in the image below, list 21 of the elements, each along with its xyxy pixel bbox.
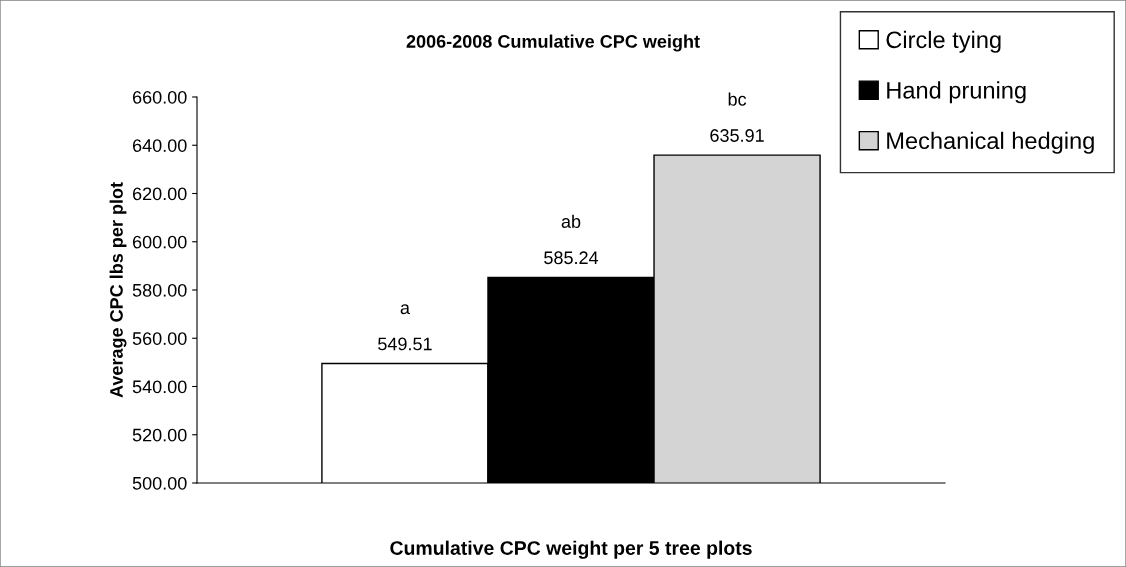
annotation: ab [561,214,581,228]
y-tick-label: 500.00 [132,476,187,490]
data-label: 585.24 [544,251,599,265]
y-axis-title: Average CPC lbs per plot [109,182,127,398]
legend-label: Hand pruning [887,81,1026,104]
data-label: 635.91 [710,129,764,142]
y-tick-label: 660.00 [132,90,187,104]
y-tick-label: 560.00 [132,332,187,345]
y-tick-label: 600.00 [132,235,187,249]
y-tick-label: 640.00 [132,139,187,152]
data-label: 549.51 [378,337,432,351]
legend-label: Mechanical hedging [887,131,1094,154]
y-tick-label: 580.00 [132,283,187,297]
chart-title: 2006-2008 Cumulative CPC weight [406,34,700,52]
legend-label: Circle tying [886,30,1001,53]
x-axis-title: Cumulative CPC weight per 5 tree plots [390,540,752,559]
annotation: a [400,304,410,315]
y-tick-label: 520.00 [132,428,187,442]
annotation: bc [728,92,747,106]
y-tick-label: 620.00 [132,187,187,201]
y-tick-label: 540.00 [132,380,187,394]
